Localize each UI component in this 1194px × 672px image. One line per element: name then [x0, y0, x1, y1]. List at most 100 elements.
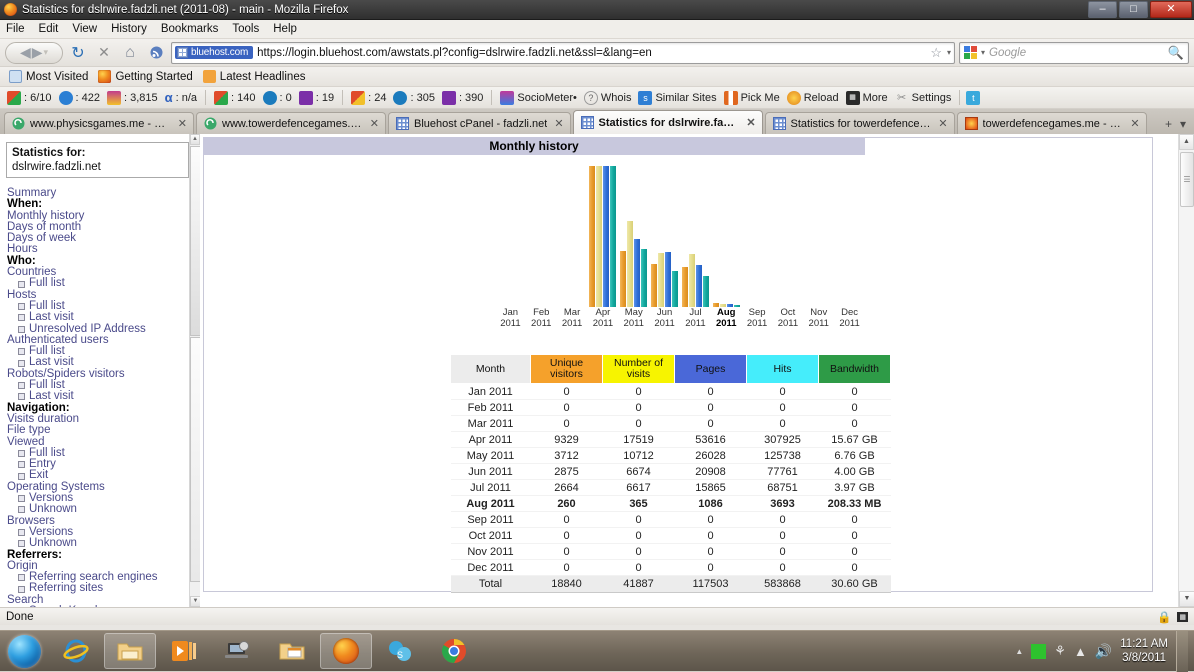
sidebar-item-search[interactable]: Search	[6, 594, 200, 606]
menu-bar[interactable]: File Edit View History Bookmarks Tools H…	[0, 20, 1194, 39]
sidebar-item-full-list[interactable]: Full list	[6, 345, 200, 357]
volume-icon[interactable]: 🔊	[1094, 642, 1113, 659]
close-icon[interactable]: ✕	[554, 118, 564, 130]
expand-icon[interactable]	[18, 303, 25, 311]
sidebar-item-referring-search-engines[interactable]: Referring search engines	[6, 571, 200, 583]
tab-towerdefencegames[interactable]: www.towerdefencegames.me... ✕	[196, 112, 386, 134]
feed-icon[interactable]	[145, 42, 167, 64]
sidebar-item-viewed[interactable]: Viewed	[6, 436, 200, 448]
expand-icon[interactable]	[18, 314, 25, 322]
site-identity-badge[interactable]: bluehost.com	[175, 46, 254, 59]
menu-file[interactable]: File	[6, 23, 25, 35]
sidebar-item-full-list[interactable]: Full list	[6, 277, 200, 289]
start-orb-icon[interactable]	[0, 632, 48, 671]
taskbar-media-player-icon[interactable]	[158, 633, 210, 669]
sidebar-item-search-keyphrases[interactable]: Search Keyphrases	[6, 605, 200, 607]
chevron-down-icon[interactable]: ▾	[981, 48, 986, 57]
addon-globe[interactable]: : 422	[57, 90, 102, 105]
taskbar-windows-explorer-icon[interactable]	[104, 633, 156, 669]
tab-statistics-dslrwire[interactable]: Statistics for dslrwire.fadzli.... ✕	[572, 110, 763, 134]
addon-similar-sites[interactable]: s Similar Sites	[636, 90, 718, 105]
close-button[interactable]: ✕	[1150, 1, 1192, 18]
minimize-button[interactable]: –	[1088, 1, 1117, 18]
addon-sociometer[interactable]: SocioMeter•	[498, 90, 579, 105]
sidebar-scroll-thumb[interactable]	[190, 146, 200, 336]
close-icon[interactable]: ✕	[177, 118, 187, 130]
bookmark-latest-headlines[interactable]: Latest Headlines	[200, 70, 309, 83]
addon-yahoo-index[interactable]: : 19	[297, 90, 336, 105]
signal-bars-icon[interactable]: ▲	[1073, 643, 1087, 659]
url-text[interactable]: https://login.bluehost.com/awstats.pl?co…	[257, 46, 652, 59]
menu-tools[interactable]: Tools	[232, 23, 260, 35]
sidebar-item-operating-systems[interactable]: Operating Systems	[6, 481, 200, 493]
sidebar-item-exit[interactable]: Exit	[6, 470, 200, 481]
taskbar-firefox-icon[interactable]	[320, 633, 372, 669]
close-icon[interactable]: ✕	[369, 118, 379, 130]
sidebar-item-monthly-history[interactable]: Monthly history	[6, 210, 200, 222]
home-icon[interactable]: ⌂	[125, 43, 135, 61]
expand-icon[interactable]	[18, 585, 25, 593]
sidebar-item-entry[interactable]: Entry	[6, 458, 200, 470]
sidebar-item-hours[interactable]: Hours	[6, 244, 200, 256]
reload-icon[interactable]: ↻	[71, 44, 85, 62]
stop-icon[interactable]: ✕	[98, 44, 110, 60]
sidebar-scrollbar[interactable]: ▲ ▼	[189, 134, 200, 607]
taskbar-folder-window-icon[interactable]	[266, 633, 318, 669]
magnifier-icon[interactable]: 🔍	[1167, 44, 1184, 60]
security-shield-icon[interactable]: ⚘	[1054, 643, 1066, 658]
sidebar-item-versions[interactable]: Versions	[6, 492, 200, 504]
sidebar-item-authenticated-users[interactable]: Authenticated users	[6, 334, 200, 346]
addon-more[interactable]: ▦ More	[844, 90, 890, 105]
menu-view[interactable]: View	[72, 23, 98, 35]
sidebar-item-full-list[interactable]: Full list	[6, 300, 200, 312]
sidebar-item-last-visit[interactable]: Last visit	[6, 390, 200, 402]
menu-edit[interactable]: Edit	[38, 23, 59, 35]
network-green-icon[interactable]	[1031, 643, 1047, 659]
sidebar-item-countries[interactable]: Countries	[6, 266, 200, 278]
addon-pagerank[interactable]: : 6/10	[5, 90, 54, 105]
sidebar-item-days-of-month[interactable]: Days of month	[6, 221, 200, 233]
expand-icon[interactable]	[18, 393, 25, 401]
sidebar-item-origin[interactable]: Origin	[6, 560, 200, 572]
search-input[interactable]: Google	[989, 46, 1027, 59]
sidebar-item-visits-duration[interactable]: Visits duration	[6, 413, 200, 425]
expand-icon[interactable]	[18, 506, 25, 514]
tab-bluehost-cpanel[interactable]: Bluehost cPanel - fadzli.net ✕	[388, 112, 571, 134]
tab-physicsgames[interactable]: www.physicsgames.me - Esta... ✕	[4, 112, 194, 134]
sidebar-item-browsers[interactable]: Browsers	[6, 515, 200, 527]
sidebar-scroll-thumb-lower[interactable]	[190, 337, 200, 582]
scroll-down-button[interactable]: ▼	[190, 596, 200, 607]
page-scroll-thumb[interactable]: ☰	[1180, 152, 1194, 207]
sidebar-item-days-of-week[interactable]: Days of week	[6, 232, 200, 244]
expand-icon[interactable]	[18, 280, 25, 288]
url-bar[interactable]: bluehost.com https://login.bluehost.com/…	[171, 41, 955, 64]
maximize-button[interactable]: □	[1119, 1, 1148, 18]
taskbar-internet-explorer-icon[interactable]	[50, 633, 102, 669]
addon-bing-links[interactable]: : 305	[391, 90, 436, 105]
menu-history[interactable]: History	[111, 23, 147, 35]
expand-icon[interactable]	[18, 449, 25, 457]
page-scrollbar[interactable]: ▲ ☰ ▼	[1178, 134, 1194, 607]
sidebar-item-unknown[interactable]: Unknown	[6, 537, 200, 549]
google-icon[interactable]	[964, 46, 977, 59]
addon-reload[interactable]: Reload	[785, 90, 841, 105]
expand-icon[interactable]	[18, 472, 25, 480]
expand-icon[interactable]	[18, 382, 25, 390]
addon-alpha[interactable]: α : n/a	[164, 90, 198, 105]
menu-bookmarks[interactable]: Bookmarks	[160, 23, 219, 35]
scroll-down-button[interactable]: ▼	[1179, 591, 1194, 607]
addon-google-index[interactable]: : 140	[212, 90, 257, 105]
expand-icon[interactable]	[18, 540, 25, 548]
expand-icon[interactable]	[18, 461, 25, 469]
sidebar-item-file-type[interactable]: File type	[6, 424, 200, 436]
sidebar-item-summary[interactable]: Summary	[6, 187, 200, 199]
sidebar-item-referring-sites[interactable]: Referring sites	[6, 582, 200, 594]
show-desktop-button[interactable]	[1176, 630, 1188, 672]
addon-bing-index[interactable]: : 0	[261, 90, 294, 105]
taskbar-chrome-icon[interactable]	[428, 633, 480, 669]
twitter-icon[interactable]: t	[966, 90, 981, 105]
expand-icon[interactable]	[18, 529, 25, 537]
bookmark-most-visited[interactable]: Most Visited	[6, 70, 91, 83]
bookmark-getting-started[interactable]: Getting Started	[95, 70, 195, 83]
expand-icon[interactable]	[18, 325, 25, 333]
